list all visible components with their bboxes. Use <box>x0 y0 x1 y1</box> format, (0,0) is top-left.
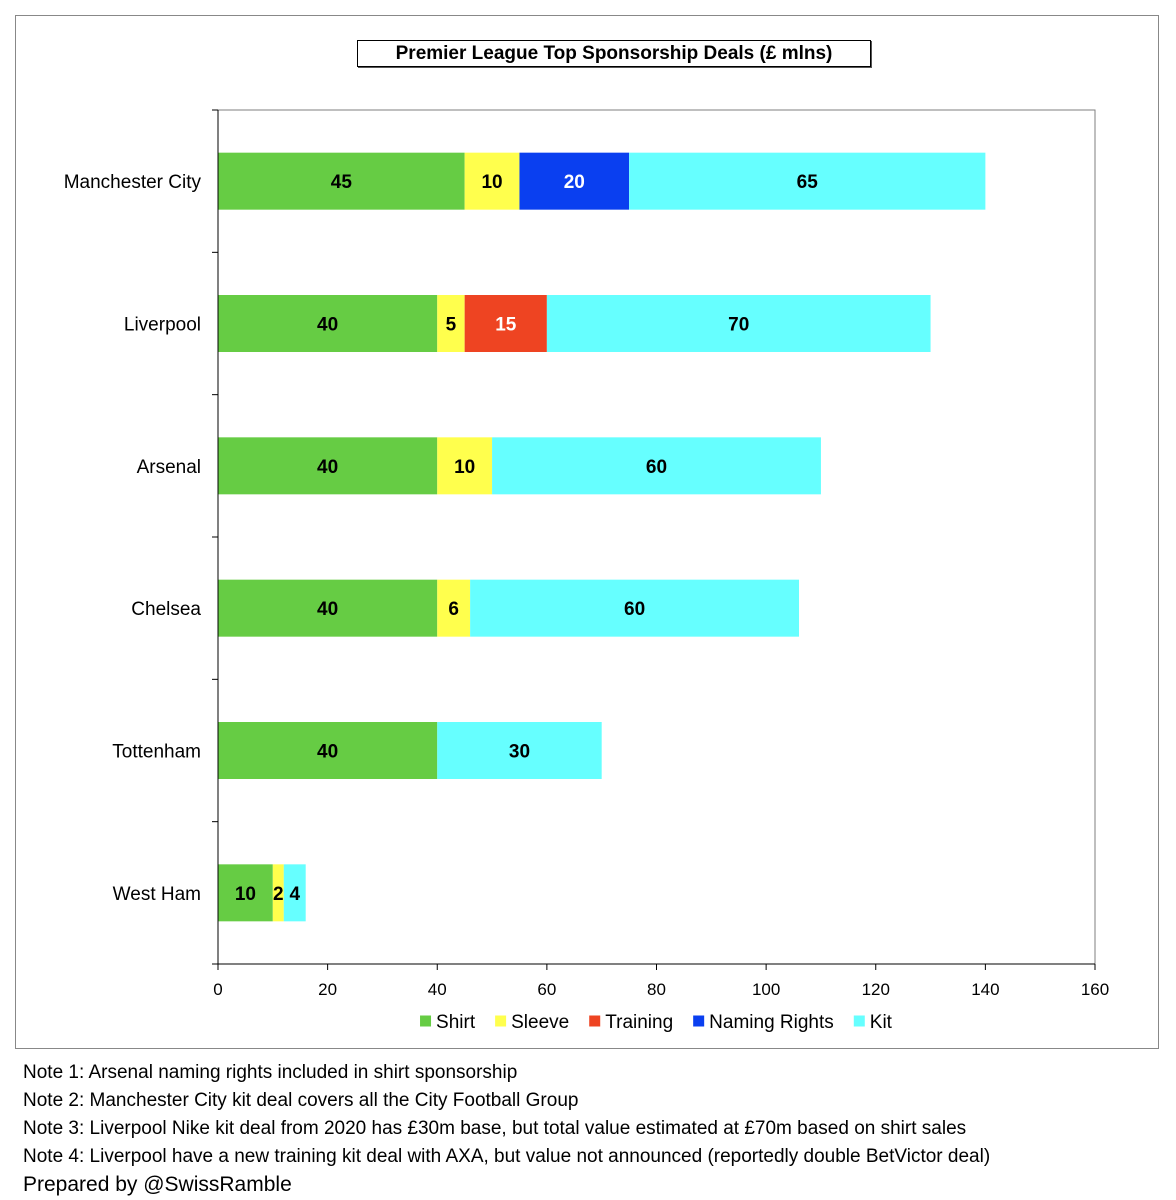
category-label-arsenal: Arsenal <box>137 457 201 478</box>
x-tick-label-80: 80 <box>647 980 666 999</box>
bar-west-ham-shirt <box>218 864 273 922</box>
data-label-west-ham-kit: 4 <box>289 884 300 905</box>
data-label-arsenal-sleeve: 10 <box>454 457 475 478</box>
note-1: Note 1: Arsenal naming rights included i… <box>23 1062 518 1083</box>
data-label-manchester-city-naming-rights: 20 <box>564 172 585 193</box>
bar-tottenham-shirt <box>218 722 438 779</box>
category-label-manchester-city: Manchester City <box>64 172 202 193</box>
data-label-tottenham-shirt: 40 <box>317 742 338 763</box>
data-label-arsenal-kit: 60 <box>646 457 667 478</box>
note-2: Note 2: Manchester City kit deal covers … <box>23 1090 579 1111</box>
data-label-arsenal-shirt: 40 <box>317 457 338 478</box>
legend: Shirt Sleeve Training Naming Rights Kit <box>420 1012 893 1033</box>
bar-arsenal-sleeve <box>437 437 493 495</box>
legend-swatch-training <box>589 1015 601 1027</box>
bar-tottenham-kit <box>437 722 602 779</box>
bars-layer: 45 10 20 65 40 5 15 70 40 10 60 40 6 60 40 30 10 2 4 <box>218 152 986 922</box>
legend-swatch-naming-rights <box>693 1015 705 1027</box>
bar-manchester-city-naming-rights <box>519 152 630 210</box>
category-label-west-ham: West Ham <box>113 884 201 905</box>
x-tick-label-140: 140 <box>971 980 999 999</box>
data-label-manchester-city-sleeve: 10 <box>481 172 502 193</box>
x-tick-label-60: 60 <box>537 980 556 999</box>
data-label-west-ham-shirt: 10 <box>235 884 256 905</box>
x-tick-label-0: 0 <box>213 980 222 999</box>
x-tick-label-120: 120 <box>862 980 890 999</box>
x-tick-label-20: 20 <box>318 980 337 999</box>
category-label-tottenham: Tottenham <box>112 742 201 763</box>
legend-label-sleeve: Sleeve <box>511 1012 569 1033</box>
plot-area <box>217 109 1096 965</box>
x-tick-label-100: 100 <box>752 980 780 999</box>
chart-title: Premier League Top Sponsorship Deals (£ … <box>357 40 871 67</box>
legend-label-training: Training <box>605 1012 673 1033</box>
bar-liverpool-shirt <box>218 295 438 352</box>
x-tick-label-160: 160 <box>1081 980 1109 999</box>
x-tick-label-40: 40 <box>428 980 447 999</box>
legend-swatch-sleeve <box>495 1015 507 1027</box>
bar-liverpool-kit <box>546 295 931 352</box>
legend-swatch-shirt <box>420 1015 432 1027</box>
bar-chelsea-sleeve <box>437 579 471 637</box>
data-label-chelsea-kit: 60 <box>624 599 645 620</box>
bar-manchester-city-kit <box>629 152 986 210</box>
bar-chelsea-kit <box>470 579 800 637</box>
data-label-chelsea-shirt: 40 <box>317 599 338 620</box>
data-label-chelsea-sleeve: 6 <box>448 599 459 620</box>
legend-label-shirt: Shirt <box>436 1012 476 1033</box>
data-label-liverpool-sleeve: 5 <box>446 315 457 336</box>
axes-layer: Manchester City Liverpool Arsenal Chelsea To… <box>64 109 1109 999</box>
note-4: Note 4: Liverpool have a new training ki… <box>23 1146 991 1167</box>
legend-label-naming-rights: Naming Rights <box>709 1012 834 1033</box>
category-label-liverpool: Liverpool <box>124 315 201 336</box>
note-3: Note 3: Liverpool Nike kit deal from 202… <box>23 1118 967 1139</box>
data-label-tottenham-kit: 30 <box>509 742 530 763</box>
bar-west-ham-kit <box>283 864 306 922</box>
data-label-liverpool-training: 15 <box>495 315 517 336</box>
data-label-west-ham-sleeve: 2 <box>273 884 284 905</box>
data-label-liverpool-kit: 70 <box>728 315 749 336</box>
credit-line: Prepared by @SwissRamble <box>23 1173 292 1196</box>
bar-arsenal-kit <box>492 437 821 495</box>
bar-liverpool-training <box>464 295 547 352</box>
bar-manchester-city-sleeve <box>464 152 520 210</box>
data-label-manchester-city-shirt: 45 <box>331 172 353 193</box>
bar-manchester-city-shirt <box>218 152 465 210</box>
legend-label-kit: Kit <box>870 1012 893 1033</box>
notes-section: Note 1: Arsenal naming rights included i… <box>23 1059 1163 1199</box>
category-label-chelsea: Chelsea <box>131 599 201 620</box>
data-label-liverpool-shirt: 40 <box>317 315 338 336</box>
chart-svg: 45 10 20 65 40 5 15 70 40 10 60 40 6 60 40 30 10 2 4 Manch… <box>64 109 1109 1033</box>
bar-west-ham-sleeve <box>272 864 284 922</box>
bar-liverpool-sleeve <box>437 295 465 352</box>
legend-swatch-kit <box>853 1015 865 1027</box>
data-label-manchester-city-kit: 65 <box>797 172 819 193</box>
bar-chelsea-shirt <box>218 579 438 637</box>
bar-arsenal-shirt <box>218 437 438 495</box>
